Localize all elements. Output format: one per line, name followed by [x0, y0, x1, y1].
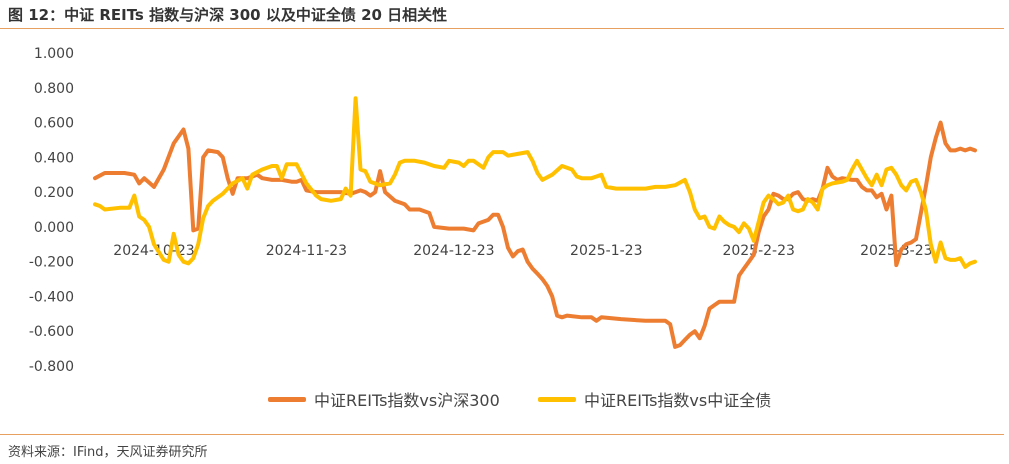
legend-item-series-1: 中证REITs指数vs沪深300	[268, 389, 500, 410]
y-tick-label: 0.200	[34, 185, 74, 201]
y-tick-label: -0.200	[29, 255, 74, 271]
y-tick-label: -0.600	[29, 324, 74, 340]
x-tick-label: 2025-2-23	[722, 243, 794, 259]
legend-label-series-2: 中证REITs指数vs中证全债	[584, 391, 772, 410]
series-layer	[93, 96, 977, 349]
y-axis: 1.000 0.800 0.600 0.400 0.200 0.000 -0.200 -0.4…	[29, 46, 74, 375]
x-tick-label: 2024-12-23	[413, 243, 494, 259]
bottom-divider	[0, 434, 1004, 435]
legend-item-series-2: 中证REITs指数vs中证全债	[538, 389, 772, 410]
y-tick-label: 0.800	[34, 81, 74, 97]
source-note: 资料来源：IFind，天风证券研究所	[8, 445, 208, 460]
y-tick-label: -0.400	[29, 289, 74, 305]
chart-title: 图 12：中证 REITs 指数与沪深 300 以及中证全债 20 日相关性	[8, 6, 448, 24]
legend-swatch-series-1	[268, 396, 306, 402]
series-line-2	[93, 96, 977, 269]
x-tick-label: 2024-11-23	[266, 243, 347, 259]
x-tick-label: 2024-10-23	[113, 243, 194, 259]
top-divider	[0, 28, 1004, 29]
legend-label-series-1: 中证REITs指数vs沪深300	[314, 391, 500, 410]
x-tick-label: 2025-1-23	[570, 243, 642, 259]
y-tick-label: 0.600	[34, 116, 74, 132]
y-tick-label: 1.000	[34, 46, 74, 62]
x-axis: 2024-10-23 2024-11-23 2024-12-23 2025-1-23 2…	[113, 243, 932, 259]
legend-swatch-series-2	[538, 396, 576, 402]
series-line-1	[93, 120, 977, 349]
y-tick-label: 0.000	[34, 220, 74, 236]
y-tick-label: -0.800	[29, 359, 74, 375]
y-tick-label: 0.400	[34, 150, 74, 166]
